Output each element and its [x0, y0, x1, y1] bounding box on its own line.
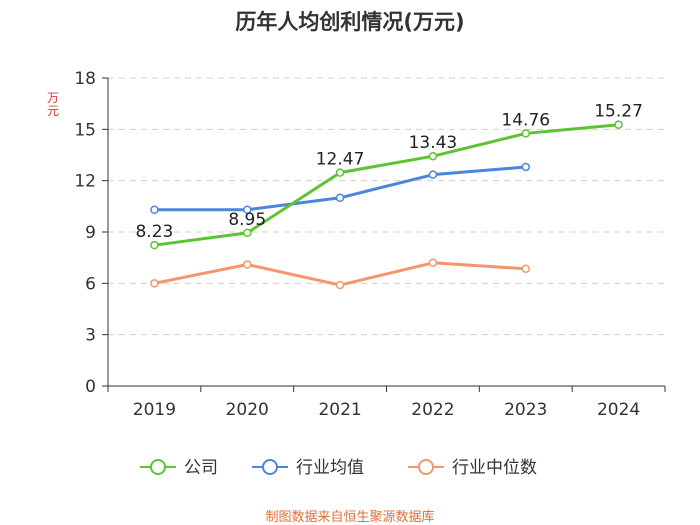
- y-tick-label: 9: [85, 223, 96, 243]
- data-label: 12.47: [316, 150, 365, 170]
- data-point: [243, 260, 252, 269]
- x-tick-label: 2022: [411, 400, 454, 420]
- y-tick-label: 12: [74, 172, 96, 192]
- y-axis-unit-label: 万元: [46, 91, 59, 118]
- legend-label-2: 行业中位数: [452, 458, 537, 478]
- data-label: 8.23: [135, 222, 173, 242]
- data-label: 15.27: [594, 102, 643, 122]
- legend-marker-0: [150, 459, 166, 475]
- data-point: [150, 279, 159, 288]
- data-point: [243, 228, 252, 238]
- y-tick-label: 18: [74, 69, 96, 89]
- data-point: [521, 162, 530, 172]
- x-tick-label: 2024: [597, 400, 640, 420]
- x-tick-label: 2020: [226, 400, 269, 420]
- y-tick-label: 6: [85, 274, 96, 294]
- data-label: 14.76: [501, 110, 550, 130]
- data-source-note: 制图数据来自恒生聚源数据库: [265, 510, 435, 525]
- y-tick-label: 15: [74, 120, 96, 140]
- series-line-0: [154, 123, 619, 247]
- chart-title: 历年人均创利情况(万元): [235, 10, 465, 34]
- y-tick-label: 0: [85, 377, 96, 397]
- data-point: [335, 280, 345, 290]
- data-point: [428, 151, 438, 161]
- data-point: [428, 258, 438, 268]
- data-point: [614, 120, 623, 129]
- legend-label-0: 公司: [184, 458, 218, 478]
- data-point: [150, 240, 159, 250]
- data-point: [428, 170, 438, 179]
- x-tick-label: 2019: [133, 400, 176, 420]
- data-point: [335, 193, 345, 203]
- legend-label-1: 行业均值: [296, 458, 364, 478]
- data-point: [521, 129, 530, 138]
- legend-marker-1: [262, 459, 278, 475]
- x-tick-label: 2023: [504, 400, 547, 420]
- data-label: 13.43: [409, 133, 458, 153]
- x-tick-label: 2021: [318, 400, 361, 420]
- data-point: [150, 205, 159, 215]
- legend-marker-2: [418, 459, 434, 475]
- data-point: [243, 205, 252, 215]
- data-point: [521, 264, 530, 274]
- y-tick-label: 3: [85, 326, 96, 346]
- data-point: [335, 168, 345, 177]
- data-label: 8.95: [228, 210, 266, 230]
